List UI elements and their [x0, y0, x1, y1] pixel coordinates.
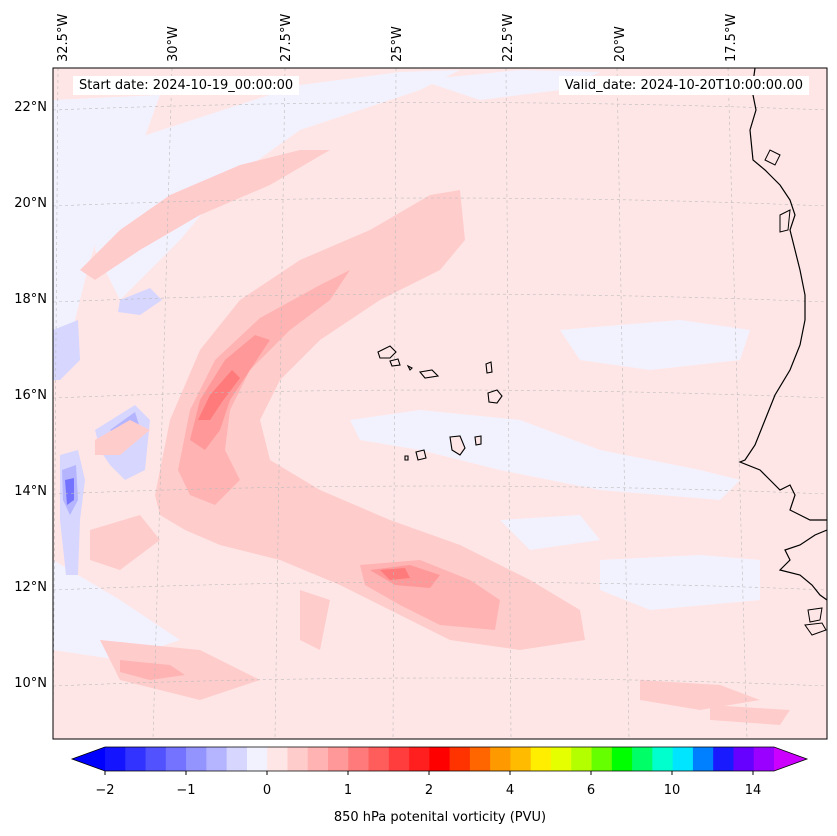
- colorbar-segment: [571, 747, 593, 771]
- colorbar-label: 850 hPa potenital vorticity (PVU): [334, 810, 546, 825]
- lat-label: 14°N: [14, 484, 47, 499]
- map-border: [52, 67, 828, 740]
- negative-pv-areas: [53, 70, 760, 660]
- colorbar-tick: 4: [506, 783, 514, 798]
- colorbar-segment: [632, 747, 653, 771]
- longitude-labels: 32.5°W 30°W 27.5°W 25°W 22.5°W 20°W 17.5…: [56, 14, 739, 62]
- cape-verde-islands: [377, 345, 503, 461]
- colorbar-tick: 10: [664, 783, 681, 798]
- colorbar: [70, 746, 809, 775]
- colorbar-segment: [186, 747, 207, 771]
- colorbar-extend-max: [774, 747, 807, 771]
- colorbar-segment: [368, 747, 390, 771]
- colorbar-segment: [409, 747, 430, 771]
- lon-label: 20°W: [613, 26, 628, 62]
- colorbar-segment: [591, 747, 613, 771]
- lat-label: 18°N: [14, 292, 47, 307]
- colorbar-segment: [551, 747, 572, 771]
- colorbar-segment: [611, 747, 633, 771]
- colorbar-ticks: −2 −1 0 1 2 4 6 10 14: [95, 783, 761, 798]
- colorbar-segment: [490, 747, 511, 771]
- colorbar-segment: [328, 747, 349, 771]
- colorbar-segment: [713, 747, 734, 771]
- colorbar-segment: [125, 747, 147, 771]
- colorbar-tick: 2: [425, 783, 433, 798]
- colorbar-segment: [388, 747, 410, 771]
- colorbar-segment: [145, 747, 167, 771]
- colorbar-tick: 0: [263, 783, 271, 798]
- colorbar-segment: [469, 747, 491, 771]
- colorbar-segment: [449, 747, 471, 771]
- lat-label: 12°N: [14, 580, 47, 595]
- colorbar-segment: [226, 747, 248, 771]
- colorbar-segment: [652, 747, 674, 771]
- pv-field: [53, 68, 827, 739]
- colorbar-segment: [287, 747, 309, 771]
- lon-label: 17.5°W: [724, 14, 739, 62]
- colorbar-segment: [530, 747, 552, 771]
- colorbar-tick: 6: [587, 783, 595, 798]
- colorbar-extend-min: [72, 747, 105, 771]
- colorbar-segment: [307, 747, 329, 771]
- positive-pv-band: [80, 150, 790, 725]
- colorbar-tick: −2: [95, 783, 114, 798]
- graticule: [53, 68, 827, 739]
- colorbar-segment: [429, 747, 451, 771]
- valid-date-label: Valid_date: 2024-10-20T10:00:00.00: [558, 76, 809, 95]
- colorbar-segment: [267, 747, 288, 771]
- colorbar-segment: [733, 747, 755, 771]
- lat-label: 10°N: [14, 676, 47, 691]
- africa-coastline-south: [778, 529, 827, 601]
- negative-pv-min: [65, 478, 74, 505]
- colorbar-tick: 1: [344, 783, 352, 798]
- colorbar-segment: [206, 747, 228, 771]
- colorbar-tick: −1: [176, 783, 195, 798]
- lon-label: 30°W: [166, 26, 181, 62]
- lat-label: 22°N: [14, 100, 47, 115]
- lon-label: 32.5°W: [56, 14, 71, 62]
- lat-label: 16°N: [14, 388, 47, 403]
- positive-pv-max-2: [198, 370, 410, 580]
- colorbar-segment: [672, 747, 694, 771]
- lon-label: 25°W: [390, 26, 405, 62]
- colorbar-tick: 14: [745, 783, 762, 798]
- colorbar-segment: [165, 747, 187, 771]
- colorbar-segment: [753, 747, 775, 771]
- lon-label: 22.5°W: [501, 14, 516, 62]
- africa-coastline: [738, 68, 827, 521]
- lon-label: 27.5°W: [279, 14, 294, 62]
- start-date-label: Start date: 2024-10-19_00:00:00: [73, 76, 300, 95]
- lat-label: 20°N: [14, 196, 47, 211]
- colorbar-segment: [348, 747, 370, 771]
- colorbar-segment: [105, 747, 126, 771]
- colorbar-segment: [692, 747, 714, 771]
- colorbar-segment: [246, 747, 268, 771]
- latitude-labels: 22°N 20°N 18°N 16°N 14°N 12°N 10°N: [14, 100, 47, 691]
- colorbar-segment: [510, 747, 532, 771]
